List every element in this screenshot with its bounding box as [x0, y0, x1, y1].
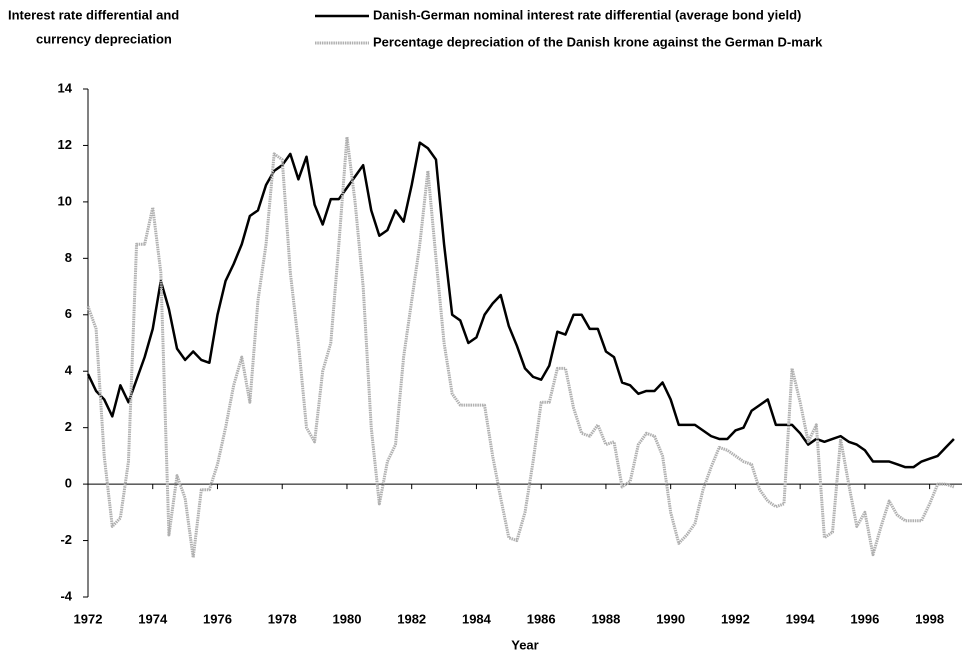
y-tick-label: 2 [65, 419, 72, 434]
x-tick-label: 1998 [915, 611, 944, 626]
legend-label: Percentage depreciation of the Danish kr… [373, 34, 823, 49]
series-line [86, 141, 955, 469]
x-tick-label: 1982 [397, 611, 426, 626]
x-tick-label: 1988 [591, 611, 620, 626]
x-tick-label: 1980 [333, 611, 362, 626]
x-tick-label: 1974 [138, 611, 168, 626]
x-axis-title: Year [511, 637, 538, 652]
series-line [86, 135, 955, 559]
y-axis-title: Interest rate differential and [8, 7, 179, 22]
y-tick-label: -2 [60, 532, 72, 547]
x-tick-label: 1976 [203, 611, 232, 626]
legend-label: Danish-German nominal interest rate diff… [373, 7, 801, 22]
x-tick-label: 1978 [268, 611, 297, 626]
y-tick-label: 6 [65, 306, 72, 321]
x-tick-label: 1984 [462, 611, 492, 626]
x-tick-label: 1972 [74, 611, 103, 626]
y-tick-label: 14 [58, 80, 73, 95]
x-tick-label: 1990 [656, 611, 685, 626]
y-tick-label: 10 [58, 193, 72, 208]
x-tick-label: 1996 [850, 611, 879, 626]
y-tick-label: -4 [60, 588, 72, 603]
y-tick-label: 12 [58, 137, 72, 152]
x-tick-label: 1992 [721, 611, 750, 626]
y-axis-title: currency depreciation [36, 31, 172, 46]
y-tick-label: 8 [65, 250, 72, 265]
y-tick-label: 4 [65, 363, 73, 378]
x-tick-label: 1986 [527, 611, 556, 626]
x-tick-label: 1994 [786, 611, 816, 626]
y-tick-label: 0 [65, 476, 72, 491]
